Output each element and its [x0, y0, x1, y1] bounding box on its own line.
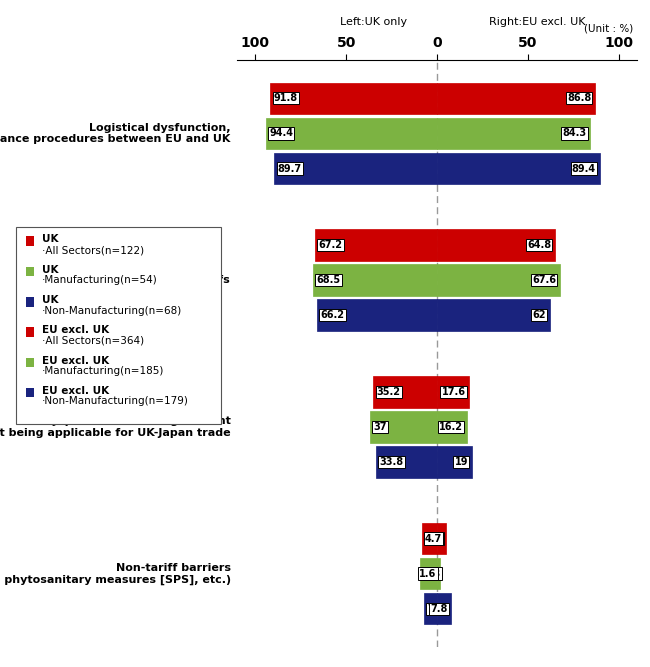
Text: 89.4: 89.4	[572, 163, 596, 173]
Bar	[422, 523, 437, 554]
Text: 17.6: 17.6	[441, 387, 465, 397]
Text: 94.4: 94.4	[269, 129, 293, 138]
Text: 86.8: 86.8	[567, 93, 592, 103]
Text: UK: UK	[42, 295, 58, 305]
Bar	[437, 264, 560, 296]
Text: 7.4: 7.4	[427, 604, 445, 614]
Text: UK: UK	[42, 234, 58, 244]
Text: UK: UK	[42, 265, 58, 275]
Text: 8.2: 8.2	[426, 534, 443, 544]
Bar	[266, 117, 437, 149]
Text: 1.6: 1.6	[419, 569, 436, 578]
Text: 91.8: 91.8	[274, 93, 298, 103]
Bar	[437, 558, 440, 590]
Bar	[313, 264, 437, 296]
Bar	[376, 446, 437, 478]
Text: 35.2: 35.2	[377, 387, 401, 397]
Text: 89.7: 89.7	[278, 163, 302, 173]
Text: ·Manufacturing(n=54): ·Manufacturing(n=54)	[42, 275, 158, 285]
Bar	[437, 83, 595, 114]
Text: 64.8: 64.8	[527, 240, 551, 250]
Text: ·All Sectors(n=364): ·All Sectors(n=364)	[42, 336, 144, 346]
Text: Left:UK only: Left:UK only	[340, 17, 407, 27]
Text: 66.2: 66.2	[320, 310, 344, 320]
Text: ·Manufacturing(n=185): ·Manufacturing(n=185)	[42, 366, 164, 376]
Bar	[437, 299, 550, 331]
Text: 4.7: 4.7	[425, 534, 442, 544]
Text: EU-Japan Free Trade Agreement
not being applicable for UK-Japan trade: EU-Japan Free Trade Agreement not being …	[0, 416, 231, 438]
Bar	[437, 411, 467, 443]
Text: 84.3: 84.3	[562, 129, 587, 138]
Text: Right:EU excl. UK: Right:EU excl. UK	[489, 17, 585, 27]
Text: 68.5: 68.5	[317, 275, 341, 285]
Bar	[437, 446, 472, 478]
Bar	[421, 558, 437, 590]
Bar	[317, 299, 437, 331]
Text: 9.3: 9.3	[424, 569, 441, 578]
Text: EU excl. UK: EU excl. UK	[42, 356, 109, 366]
Text: 33.8: 33.8	[380, 457, 404, 467]
Text: Logistical dysfunction,
customs clearance procedures between EU and UK: Logistical dysfunction, customs clearanc…	[0, 123, 231, 144]
Bar	[437, 376, 469, 408]
Text: 62: 62	[532, 310, 546, 320]
Text: Non-tariff barriers
(e.g., sanitary and phytosanitary measures [SPS], etc.): Non-tariff barriers (e.g., sanitary and …	[0, 563, 231, 584]
Bar	[424, 593, 437, 624]
Bar	[274, 153, 437, 184]
Bar	[373, 376, 437, 408]
Text: EU excl. UK: EU excl. UK	[42, 386, 109, 396]
Text: 7.8: 7.8	[430, 604, 448, 614]
Text: ·Non-Manufacturing(n=68): ·Non-Manufacturing(n=68)	[42, 305, 183, 315]
Text: 19: 19	[454, 457, 468, 467]
Bar	[437, 593, 451, 624]
Text: EU excl. UK: EU excl. UK	[42, 325, 109, 336]
Text: 67.2: 67.2	[318, 240, 343, 250]
Text: ·Non-Manufacturing(n=179): ·Non-Manufacturing(n=179)	[42, 396, 189, 406]
Text: 16.2: 16.2	[439, 422, 463, 432]
Bar	[315, 229, 437, 261]
Text: ·All Sectors(n=122): ·All Sectors(n=122)	[42, 245, 144, 255]
Bar	[437, 229, 555, 261]
Bar	[370, 411, 437, 443]
Bar	[437, 117, 590, 149]
Text: 37: 37	[374, 422, 387, 432]
Text: Tariffs: Tariffs	[191, 275, 231, 285]
Text: 67.6: 67.6	[532, 275, 556, 285]
Bar	[270, 83, 437, 114]
Text: (Unit : %): (Unit : %)	[584, 23, 633, 33]
Bar	[437, 153, 599, 184]
Bar	[437, 523, 446, 554]
